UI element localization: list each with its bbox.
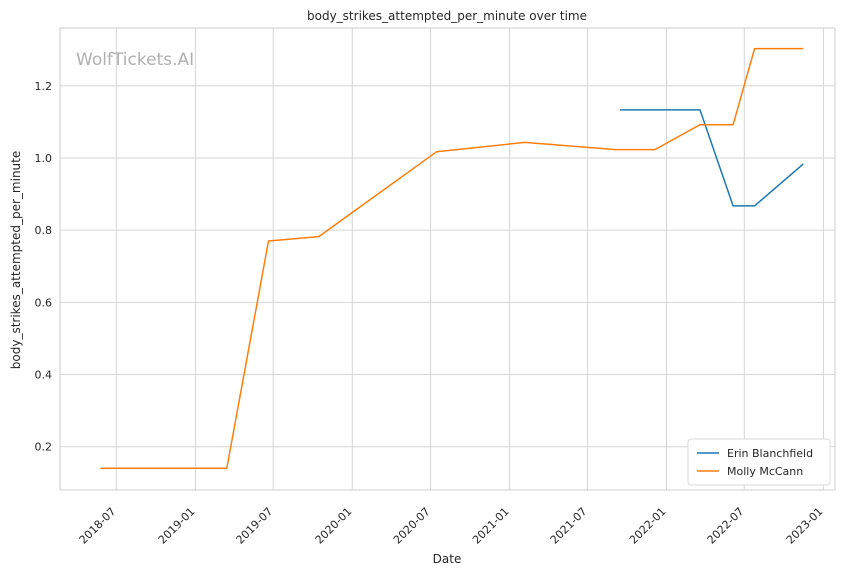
x-tick-label: 2019-01 bbox=[156, 505, 198, 547]
x-tick-label: 2022-07 bbox=[705, 505, 747, 547]
series-line-molly-mccann bbox=[100, 47, 804, 470]
x-axis-label: Date bbox=[433, 552, 462, 566]
watermark-text: WolfTickets.AI bbox=[76, 50, 194, 70]
y-tick-label: 0.6 bbox=[35, 296, 53, 309]
x-tick-labels: 2018-07 2019-01 2019-07 2020-01 2020-07 2021-… bbox=[77, 505, 826, 547]
x-tick-label: 2021-01 bbox=[470, 505, 512, 547]
x-tick-label: 2021-07 bbox=[548, 505, 590, 547]
legend: Erin Blanchfield Molly McCann bbox=[687, 438, 831, 486]
plot-frame bbox=[59, 27, 836, 491]
chart-title: body_strikes_attempted_per_minute over t… bbox=[307, 9, 587, 23]
y-tick-label: 1.2 bbox=[35, 80, 53, 93]
x-tick-label: 2023-01 bbox=[784, 505, 826, 547]
x-tick-label: 2020-01 bbox=[313, 505, 355, 547]
legend-label-erin-blanchfield: Erin Blanchfield bbox=[727, 447, 813, 460]
y-tick-label: 0.4 bbox=[35, 369, 53, 382]
series-layer bbox=[100, 47, 804, 470]
y-tick-label: 0.8 bbox=[35, 224, 53, 237]
x-tick-label: 2020-07 bbox=[391, 505, 433, 547]
legend-box bbox=[687, 438, 831, 486]
x-tick-label: 2018-07 bbox=[77, 505, 119, 547]
y-axis-label: body_strikes_attempted_per_minute bbox=[9, 151, 23, 369]
y-tick-label: 0.2 bbox=[35, 441, 53, 454]
x-tick-label: 2019-07 bbox=[234, 505, 276, 547]
y-tick-label: 1.0 bbox=[35, 152, 53, 165]
grid-layer bbox=[60, 28, 835, 490]
series-line-erin-blanchfield bbox=[620, 109, 804, 207]
y-tick-labels: 0.2 0.4 0.6 0.8 1.0 1.2 bbox=[35, 80, 53, 454]
x-tick-label: 2022-01 bbox=[627, 505, 669, 547]
legend-label-molly-mccann: Molly McCann bbox=[727, 465, 803, 478]
